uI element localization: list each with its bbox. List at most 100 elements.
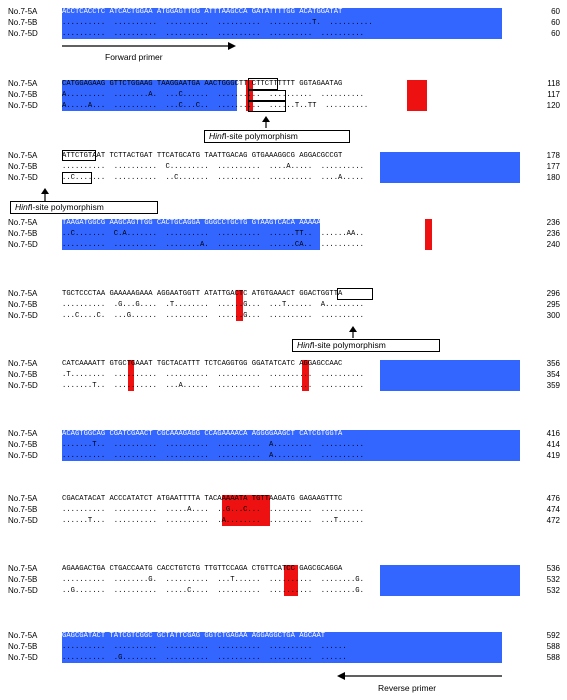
sequence-name: No.7-5D bbox=[8, 653, 38, 662]
position-number: 592 bbox=[546, 631, 560, 640]
primer-region-highlight bbox=[62, 632, 502, 663]
sequence-text: ...C....C. ...G...... .......... ......G… bbox=[62, 312, 364, 320]
position-number: 117 bbox=[547, 90, 560, 99]
hinf-label-rest: I-site polymorphism bbox=[30, 202, 104, 212]
position-number: 60 bbox=[551, 7, 560, 16]
sequence-text: .......... .G........ .......... .......… bbox=[62, 654, 347, 662]
sequence-text: ACAGTGGCAG CGATCGAACT CGCAAAGAGG CCAGAAA… bbox=[62, 430, 343, 438]
position-number: 178 bbox=[546, 151, 560, 160]
sequence-name: No.7-5B bbox=[8, 370, 38, 379]
primer-region-highlight bbox=[62, 80, 237, 111]
sequence-name: No.7-5A bbox=[8, 218, 38, 227]
reverse-primer-arrowhead bbox=[337, 672, 345, 680]
sequence-text: .......... .......... .......... .......… bbox=[62, 452, 364, 460]
primer-region-highlight bbox=[62, 8, 502, 39]
position-number: 296 bbox=[546, 289, 560, 298]
hinf-arrowhead-3 bbox=[349, 326, 357, 332]
position-number: 60 bbox=[551, 18, 560, 27]
hinf-site-box bbox=[248, 78, 278, 90]
snp-highlight bbox=[302, 360, 309, 391]
snp-highlight bbox=[284, 565, 298, 596]
sequence-text: .......... .G...G.... .T........ ......G… bbox=[62, 301, 364, 309]
position-number: 118 bbox=[547, 79, 560, 88]
position-number: 240 bbox=[546, 240, 560, 249]
position-number: 295 bbox=[546, 300, 560, 309]
snp-highlight bbox=[407, 80, 427, 111]
sequence-name: No.7-5A bbox=[8, 631, 38, 640]
sequence-text: ......T... .......... .......... .A.....… bbox=[62, 517, 364, 525]
hinf-site-box bbox=[337, 288, 373, 300]
snp-highlight bbox=[246, 80, 253, 111]
position-number: 354 bbox=[546, 370, 560, 379]
position-number: 180 bbox=[546, 173, 560, 182]
primer-region-highlight bbox=[62, 430, 520, 461]
sequence-text: A......... ........A. ...C...... .......… bbox=[62, 91, 364, 99]
sequence-text: .......... .......... .......... .......… bbox=[62, 19, 373, 27]
sequence-text: CGACATACAT ACCCATATCT ATGAATTTTA TACAAAA… bbox=[62, 495, 343, 503]
sequence-name: No.7-5B bbox=[8, 229, 38, 238]
position-number: 532 bbox=[546, 586, 560, 595]
sequence-name: No.7-5D bbox=[8, 240, 38, 249]
hinf-label-italic: Hinf bbox=[297, 340, 313, 350]
primer-region-highlight bbox=[62, 219, 320, 250]
sequence-text: ATTCTGTAAT TCTTACTGAT TTCATGCATG TAATTGA… bbox=[62, 152, 343, 160]
sequence-name: No.7-5B bbox=[8, 575, 38, 584]
position-number: 414 bbox=[546, 440, 560, 449]
hinf-site-box bbox=[248, 90, 286, 101]
position-number: 472 bbox=[546, 516, 560, 525]
position-number: 536 bbox=[546, 564, 560, 573]
primer-region-highlight bbox=[380, 152, 520, 183]
snp-highlight bbox=[236, 290, 243, 321]
sequence-text: GAGCGATACT TATCGTCGGC GCTATTCGAG GGTCTGA… bbox=[62, 632, 326, 640]
snp-highlight bbox=[425, 219, 432, 250]
sequence-name: No.7-5A bbox=[8, 7, 38, 16]
primer-region-highlight bbox=[380, 360, 520, 391]
sequence-name: No.7-5A bbox=[8, 494, 38, 503]
sequence-text: AGAAGACTGA CTGACCAATG CACCTGTCTG TTGTTCC… bbox=[62, 565, 343, 573]
sequence-text: CATGGAGAAG GTTCTGGAAG TAAGGAATGA AACTGGG… bbox=[62, 80, 343, 88]
forward-primer-arrowhead bbox=[228, 42, 236, 50]
sequence-text: .T........ .......... .......... .......… bbox=[62, 371, 364, 379]
hinf-arrowhead-1 bbox=[262, 116, 270, 122]
hinf-arrowhead-2 bbox=[41, 188, 49, 194]
sequence-text: .......... .......... .......... .......… bbox=[62, 30, 364, 38]
position-number: 588 bbox=[546, 642, 560, 651]
hinf-label-rest: I-site polymorphism bbox=[224, 131, 298, 141]
sequence-name: No.7-5D bbox=[8, 173, 38, 182]
sequence-name: No.7-5A bbox=[8, 429, 38, 438]
position-number: 60 bbox=[551, 29, 560, 38]
sequence-text: .......... .......... .....A.... ..G...C… bbox=[62, 506, 364, 514]
hinf-site-label: HinfI-site polymorphism bbox=[292, 339, 440, 353]
sequence-name: No.7-5B bbox=[8, 300, 38, 309]
sequence-text: ..C....... C.A....... .......... .......… bbox=[62, 230, 364, 238]
sequence-name: No.7-5B bbox=[8, 505, 38, 514]
sequence-name: No.7-5B bbox=[8, 162, 38, 171]
sequence-name: No.7-5B bbox=[8, 440, 38, 449]
snp-highlight bbox=[222, 495, 270, 526]
sequence-text: .......... .......... ........A. .......… bbox=[62, 241, 364, 249]
hinf-site-label: HinfI-site polymorphism bbox=[10, 201, 158, 215]
sequence-name: No.7-5A bbox=[8, 564, 38, 573]
position-number: 359 bbox=[546, 381, 560, 390]
sequence-text: ..G....... .......... .....C.... .......… bbox=[62, 587, 364, 595]
position-number: 419 bbox=[546, 451, 560, 460]
sequence-text: A.....A... .......... ...C...C.. .......… bbox=[62, 102, 369, 110]
sequence-name: No.7-5D bbox=[8, 101, 38, 110]
hinf-site-box bbox=[248, 101, 286, 112]
position-number: 300 bbox=[546, 311, 560, 320]
hinf-site-label: HinfI-site polymorphism bbox=[204, 130, 350, 144]
position-number: 177 bbox=[546, 162, 560, 171]
hinf-label-italic: Hinf bbox=[209, 131, 225, 141]
snp-highlight bbox=[128, 360, 134, 391]
sequence-text: ..C....... .......... ..C....... .......… bbox=[62, 174, 364, 182]
sequence-name: No.7-5A bbox=[8, 79, 38, 88]
sequence-text: .......... ........G. .......... ...T...… bbox=[62, 576, 364, 584]
sequence-name: No.7-5B bbox=[8, 18, 38, 27]
sequence-name: No.7-5D bbox=[8, 311, 38, 320]
position-number: 236 bbox=[546, 218, 560, 227]
primer-region-highlight bbox=[380, 565, 520, 596]
sequence-name: No.7-5D bbox=[8, 516, 38, 525]
forward-primer-label: Forward primer bbox=[105, 52, 163, 62]
